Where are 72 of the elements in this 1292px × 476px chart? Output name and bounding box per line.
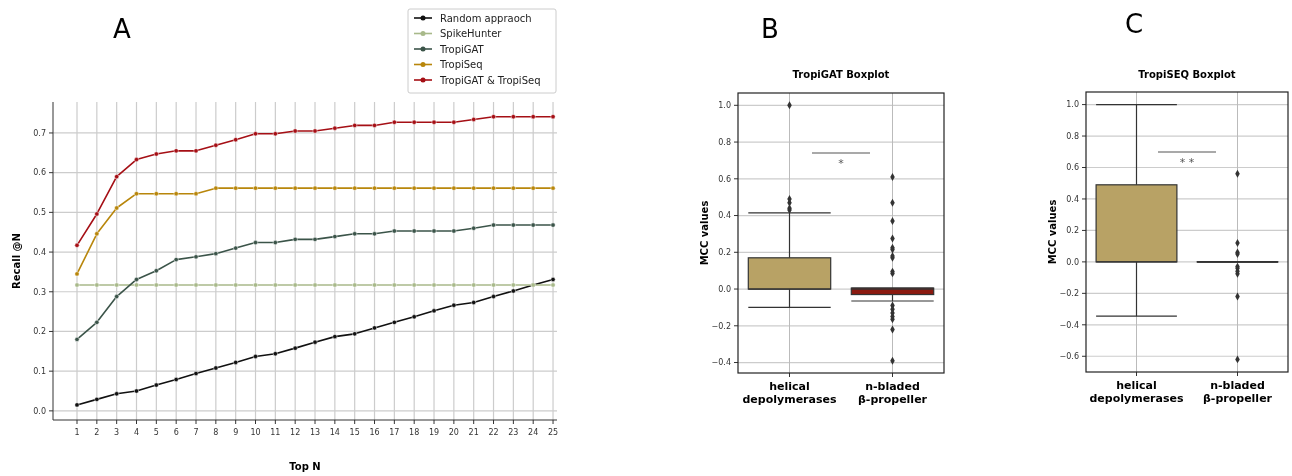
y-tick-label: 0.8 [1066, 131, 1079, 141]
y-tick-label: 0.0 [33, 406, 46, 416]
x-tick-label: 14 [329, 428, 340, 437]
text: C [1124, 9, 1144, 39]
legend-label: TropiGAT [439, 43, 485, 55]
significance-bracket: * [811, 152, 871, 170]
x-tick-label: helical depolymerases [742, 380, 837, 406]
y-tick-label: 0.4 [718, 211, 731, 221]
x-tick-label: 2 [94, 428, 100, 437]
y-tick-label: −0.2 [1059, 289, 1079, 299]
y-tick-label: 0.4 [33, 247, 46, 257]
x-tick-label: 22 [488, 428, 499, 437]
x-tick-label: 12 [290, 428, 301, 437]
y-tick-label: 0.6 [1066, 163, 1079, 173]
x-tick-label: 25 [547, 428, 559, 437]
y-tick-label: 0.6 [718, 174, 731, 184]
legend-label: TropiSeq [439, 59, 483, 70]
y-tick-label: 0.8 [718, 137, 731, 147]
chart-title: TropiSEQ Boxplot [1138, 69, 1236, 80]
x-tick-label: 23 [508, 428, 519, 437]
x-tick-label: 7 [193, 428, 199, 437]
text: B [761, 14, 779, 44]
x-tick-label: 3 [114, 428, 120, 437]
y-tick-label: −0.4 [1059, 320, 1079, 330]
x-tick-label: 21 [468, 428, 479, 437]
x-tick-label: 6 [173, 428, 179, 437]
x-axis-title: Top N [289, 461, 321, 472]
significance-bracket: * * [1157, 151, 1217, 169]
x-tick-label: 11 [270, 428, 281, 437]
x-tick-label: 1 [74, 428, 80, 437]
y-tick-label: 0.5 [33, 208, 46, 218]
x-tick-label: 13 [309, 428, 321, 437]
y-axis-title: MCC values [699, 200, 710, 266]
x-tick-label: helical depolymerases [1089, 379, 1184, 405]
x-tick-label: 8 [213, 428, 219, 437]
x-tick-label: 5 [153, 428, 159, 437]
chart-title: TropiGAT Boxplot [792, 69, 890, 80]
text: A [113, 14, 132, 44]
x-tick-label: 24 [528, 428, 539, 437]
y-tick-label: −0.6 [1059, 352, 1079, 362]
annotation: * * [1179, 156, 1195, 169]
x-tick-label: 15 [349, 428, 360, 437]
x-tick-label: 17 [389, 428, 400, 437]
legend-label: TropiGAT & TropiSeq [439, 74, 541, 86]
x-tick-label: 20 [448, 428, 459, 437]
x-tick-label: 9 [233, 428, 239, 437]
x-tick-label: 18 [409, 428, 420, 437]
y-tick-label: 0.6 [33, 168, 46, 178]
y-tick-label: 0.0 [1066, 257, 1079, 267]
y-tick-label: 0.2 [33, 327, 46, 337]
x-tick-label: 16 [369, 428, 380, 437]
x-tick-label: n-bladed β-propeller [1202, 379, 1273, 405]
y-tick-label: 0.0 [718, 284, 731, 294]
y-tick-label: 0.7 [33, 128, 46, 138]
x-tick-label: 4 [133, 428, 140, 437]
y-tick-label: −0.4 [711, 358, 731, 368]
y-tick-label: 0.4 [1066, 194, 1079, 204]
y-tick-label: −0.2 [711, 321, 731, 331]
legend-label: Random appraoch [440, 12, 532, 24]
y-tick-label: 0.2 [718, 248, 731, 258]
x-tick-label: n-bladed β-propeller [857, 380, 928, 406]
y-axis-title: Recall @N [11, 233, 22, 289]
y-tick-label: 1.0 [718, 101, 731, 111]
y-axis-title: MCC values [1047, 199, 1058, 265]
y-tick-label: 0.1 [33, 366, 46, 376]
y-tick-label: 0.2 [1066, 226, 1079, 236]
y-tick-label: 0.3 [33, 287, 46, 297]
y-tick-label: 1.0 [1066, 100, 1079, 110]
annotation: * [838, 157, 845, 170]
x-tick-label: 19 [428, 428, 440, 437]
x-tick-label: 10 [250, 428, 261, 437]
legend-label: SpikeHunter [440, 28, 503, 39]
